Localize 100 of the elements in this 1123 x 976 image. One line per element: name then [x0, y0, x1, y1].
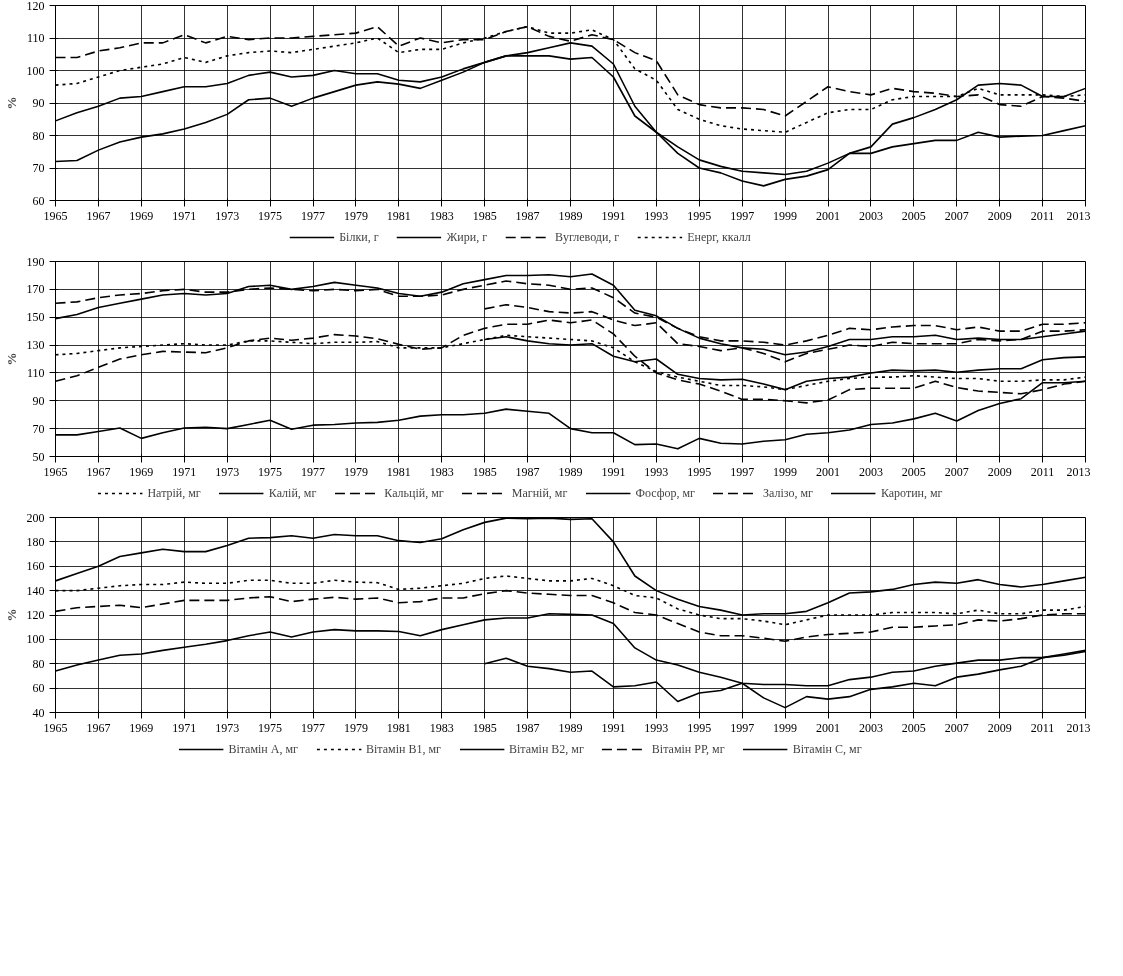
legend-label: Калій, мг [268, 485, 317, 501]
y-axis-title: % [3, 608, 19, 622]
x-tick-label: 1979 [343, 464, 368, 479]
x-tick-label: 2005 [901, 208, 926, 223]
x-tick-label: 1999 [773, 720, 798, 735]
x-tick-label: 2001 [816, 720, 840, 735]
legend-label: Вітамін А, мг [228, 741, 298, 757]
x-tick-label: 2003 [858, 464, 883, 479]
x-tick-label: 1967 [86, 208, 111, 223]
x-tick-label: 2005 [901, 464, 926, 479]
x-tick-label: 1999 [773, 464, 798, 479]
x-tick-label: 1997 [730, 720, 755, 735]
y-tick-label: 80 [32, 656, 45, 671]
x-tick-label: 1985 [472, 464, 497, 479]
x-tick-label: 1975 [258, 720, 283, 735]
x-tick-label: 1997 [730, 464, 755, 479]
x-tick-label: 1975 [258, 208, 283, 223]
x-tick-label: 1993 [644, 208, 669, 223]
legend-label: Фосфор, мг [635, 485, 695, 501]
x-tick-label: 2007 [944, 720, 969, 735]
legend-label: Кальцій, мг [384, 485, 444, 501]
y-tick-label: 100 [26, 63, 45, 78]
y-tick-label: 140 [26, 583, 45, 598]
x-tick-label: 1993 [644, 464, 669, 479]
x-tick-label: 2001 [816, 464, 840, 479]
x-tick-label: 1981 [386, 720, 411, 735]
x-tick-label: 1987 [515, 464, 540, 479]
y-tick-label: 170 [26, 282, 45, 297]
y-tick-label: 90 [32, 393, 45, 408]
x-tick-label: 1983 [429, 720, 454, 735]
x-tick-label: 1987 [515, 720, 540, 735]
x-tick-label: 1969 [129, 208, 154, 223]
x-tick-label: 1991 [601, 464, 626, 479]
y-tick-label: 180 [26, 534, 45, 549]
y-tick-label: 120 [26, 0, 45, 13]
x-tick-label: 1967 [86, 464, 111, 479]
x-tick-label: 1977 [301, 720, 325, 735]
y-tick-label: 90 [32, 96, 45, 110]
x-tick-label: 1993 [644, 720, 669, 735]
x-tick-label: 2009 [987, 464, 1012, 479]
legend-label: Вітамін В1, мг [365, 741, 441, 757]
x-tick-label: 2005 [901, 720, 926, 735]
x-tick-label: 1973 [215, 720, 240, 735]
x-tick-label: 1977 [301, 464, 325, 479]
y-tick-label: 110 [26, 31, 45, 45]
x-tick-label: 1965 [43, 208, 68, 223]
x-tick-label: 1995 [687, 720, 712, 735]
x-tick-label: 1989 [558, 464, 583, 479]
x-tick-label: 2003 [858, 720, 883, 735]
y-tick-label: 120 [26, 608, 45, 622]
x-tick-label: 2013 [1066, 208, 1091, 223]
legend-label: Натрій, мг [147, 485, 201, 501]
legend-label: Каротин, мг [880, 485, 943, 501]
legend-label: Енерг, ккалл [687, 229, 751, 245]
x-tick-label: 1989 [558, 208, 583, 223]
x-tick-label: 2011 [1030, 208, 1055, 223]
legend-label: Вітамін В2, мг [508, 741, 584, 757]
x-tick-label: 2009 [987, 720, 1012, 735]
x-tick-label: 1981 [386, 464, 411, 479]
x-tick-label: 1969 [129, 464, 154, 479]
y-tick-label: 60 [32, 681, 45, 696]
x-tick-label: 1965 [43, 720, 68, 735]
x-tick-label: 1973 [215, 464, 240, 479]
x-tick-label: 1965 [43, 464, 68, 479]
x-tick-label: 1991 [601, 720, 626, 735]
x-tick-label: 1971 [172, 464, 197, 479]
legend-label: Білки, г [339, 229, 379, 245]
x-tick-label: 2011 [1030, 464, 1055, 479]
x-tick-label: 1967 [86, 720, 111, 735]
x-tick-label: 1977 [301, 208, 325, 223]
x-tick-label: 1985 [472, 720, 497, 735]
y-tick-label: 70 [32, 421, 45, 436]
y-tick-label: 130 [26, 338, 45, 353]
y-tick-label: 40 [32, 705, 45, 720]
y-axis-title: % [3, 96, 19, 110]
y-tick-label: 100 [26, 632, 45, 647]
x-tick-label: 2013 [1066, 720, 1091, 735]
x-tick-label: 1991 [601, 208, 626, 223]
x-tick-label: 2009 [987, 208, 1012, 223]
legend-label: Залізо, мг [762, 485, 813, 501]
x-tick-label: 1987 [515, 208, 540, 223]
y-tick-label: 80 [32, 128, 45, 143]
x-tick-label: 1979 [343, 720, 368, 735]
x-tick-label: 1969 [129, 720, 154, 735]
y-tick-label: 70 [32, 161, 45, 175]
x-tick-label: 1979 [343, 208, 368, 223]
x-tick-label: 1995 [687, 464, 712, 479]
x-tick-label: 1971 [172, 720, 197, 735]
x-tick-label: 2011 [1030, 720, 1055, 735]
x-tick-label: 2003 [858, 208, 883, 223]
x-tick-label: 1985 [472, 208, 497, 223]
legend-label: Вуглеводи, г [555, 229, 620, 245]
y-tick-label: 160 [26, 559, 45, 574]
x-tick-label: 1983 [429, 208, 454, 223]
x-tick-label: 2013 [1066, 464, 1091, 479]
legend-label: Вітамін С, мг [792, 741, 862, 757]
x-tick-label: 1997 [730, 208, 755, 223]
x-tick-label: 2001 [816, 208, 840, 223]
y-tick-label: 50 [32, 449, 45, 464]
legend-label: Жири, г [446, 229, 488, 245]
